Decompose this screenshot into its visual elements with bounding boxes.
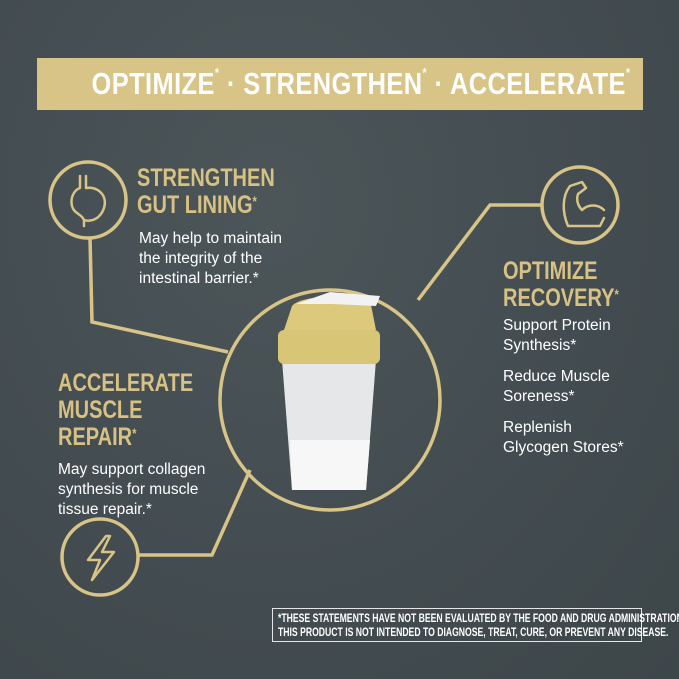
- text-line: Reduce Muscle: [503, 368, 610, 385]
- disclaimer-line: *THESE STATEMENTS HAVE NOT BEEN EVALUATE…: [278, 611, 679, 625]
- gut-lining-title: STRENGTHEN GUT LINING*: [137, 165, 275, 219]
- text-line: the integrity of the: [139, 250, 263, 267]
- text-line: Support Protein: [503, 317, 611, 334]
- connector-gut: [88, 237, 229, 354]
- asterisk: *: [214, 65, 220, 80]
- title-line: MUSCLE: [58, 396, 143, 424]
- title-line: GUT LINING: [137, 191, 253, 219]
- headline-banner: OPTIMIZE* · STRENGTHEN* · ACCELERATE*: [37, 58, 643, 110]
- disclaimer-line: THIS PRODUCT IS NOT INTENDED TO DIAGNOSE…: [278, 624, 669, 639]
- title-line: STRENGTHEN: [137, 164, 275, 192]
- text-line: Glycogen Stores*: [503, 439, 624, 456]
- asterisk: *: [614, 286, 619, 302]
- title-line: RECOVERY: [503, 284, 615, 312]
- headline-word-accelerate: ACCELERATE: [449, 66, 626, 101]
- text-line: synthesis for muscle: [58, 481, 199, 498]
- text-line: tissue repair.*: [58, 501, 152, 518]
- text-line: Synthesis*: [503, 337, 577, 354]
- text-line: Soreness*: [503, 388, 575, 405]
- center-circle: [218, 288, 442, 512]
- text-line: May help to maintain: [139, 230, 283, 247]
- text-line: intestinal barrier.*: [139, 270, 259, 287]
- connector-recovery: [416, 203, 542, 302]
- stomach-icon: [70, 174, 107, 228]
- gut-icon-circle: [48, 160, 128, 240]
- lightning-bolt-icon: [86, 534, 116, 582]
- recovery-item: Reduce Muscle Soreness*: [503, 367, 610, 407]
- recovery-icon-circle: [540, 165, 620, 245]
- muscle-repair-description: May support collagen synthesis for muscle…: [58, 460, 205, 520]
- fda-disclaimer: *THESE STATEMENTS HAVE NOT BEEN EVALUATE…: [272, 608, 679, 642]
- title-line: OPTIMIZE: [503, 257, 598, 285]
- recovery-item: Replenish Glycogen Stores*: [503, 418, 624, 458]
- muscle-repair-title: ACCELERATE MUSCLE REPAIR*: [58, 370, 193, 451]
- shaker-bottle-image: [278, 292, 380, 490]
- asterisk: *: [422, 65, 428, 80]
- asterisk: *: [625, 65, 631, 80]
- flexed-arm-icon: [562, 180, 606, 228]
- headline-word-optimize: OPTIMIZE: [91, 66, 215, 101]
- headline-word-strengthen: STRENGTHEN: [243, 66, 423, 101]
- asterisk: *: [252, 193, 257, 209]
- title-line: REPAIR: [58, 423, 133, 451]
- asterisk: *: [132, 425, 137, 441]
- gut-lining-description: May help to maintain the integrity of the…: [139, 229, 282, 289]
- title-line: ACCELERATE: [58, 369, 194, 397]
- recovery-item: Support Protein Synthesis*: [503, 316, 611, 356]
- headline-text: OPTIMIZE* · STRENGTHEN* · ACCELERATE*: [91, 58, 631, 110]
- recovery-title: OPTIMIZE RECOVERY*: [503, 258, 619, 312]
- separator: ·: [226, 66, 236, 101]
- separator: ·: [434, 66, 444, 101]
- connector-muscle: [138, 469, 252, 557]
- muscle-icon-circle: [60, 517, 140, 597]
- text-line: May support collagen: [58, 461, 206, 478]
- text-line: Replenish: [503, 419, 572, 436]
